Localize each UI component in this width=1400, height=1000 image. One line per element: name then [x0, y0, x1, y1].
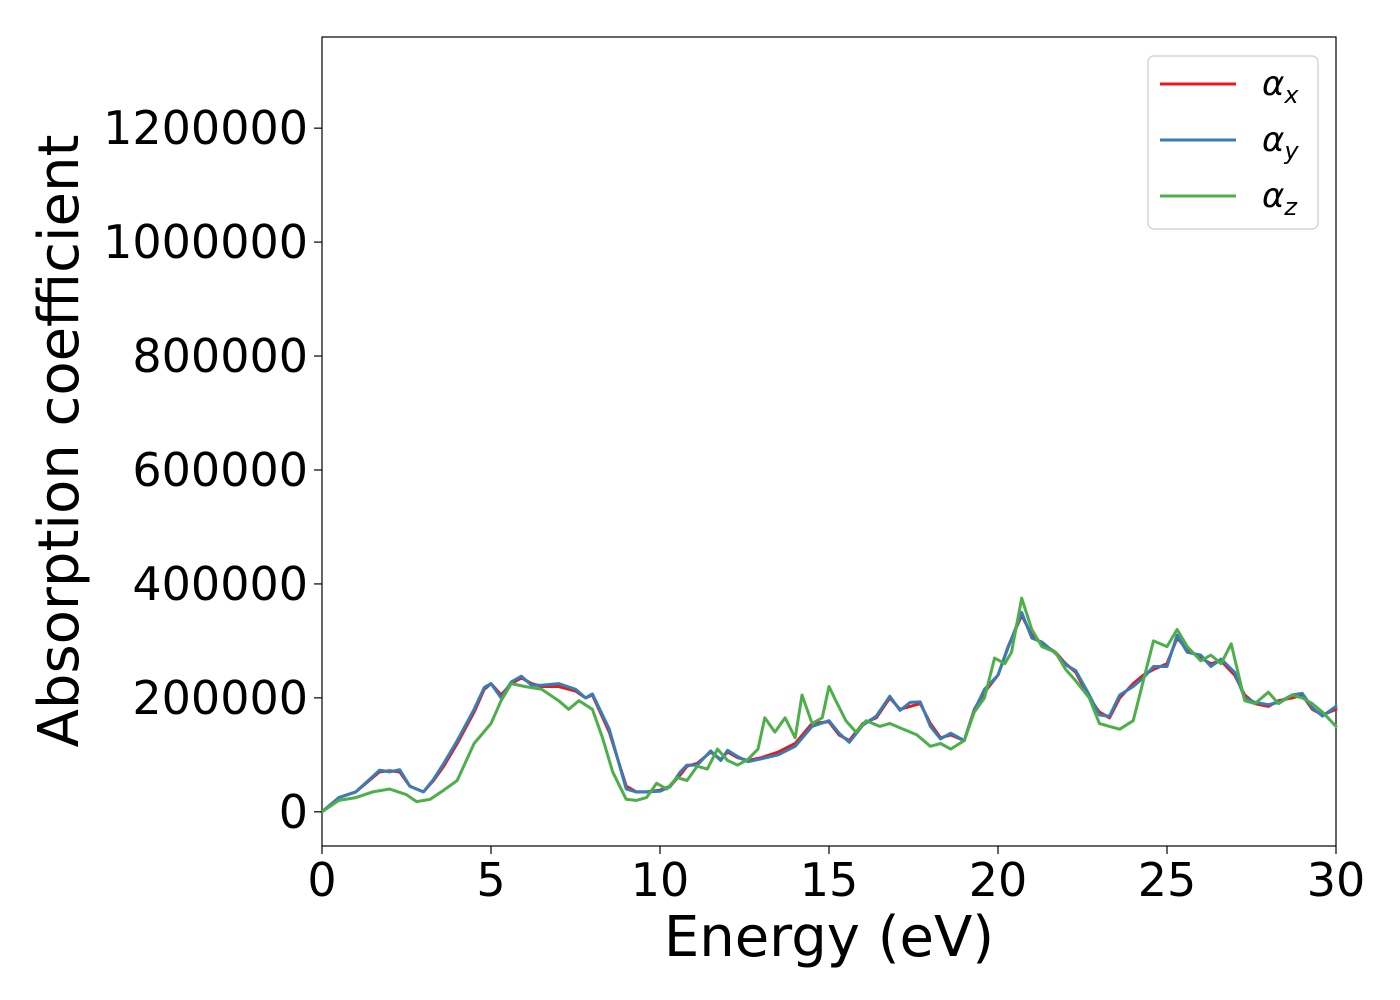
series-layer [320, 596, 1338, 814]
legend-label-x: αx [1262, 64, 1299, 109]
x-tick-label: 5 [476, 853, 505, 907]
legend-label-z: αz [1262, 176, 1298, 221]
legend-box [1147, 55, 1319, 230]
y-tick-label: 600000 [132, 443, 308, 497]
series-line-y [320, 610, 1338, 814]
x-tick-label: 0 [307, 853, 336, 907]
series-line-z [320, 596, 1338, 814]
y-tick-label: 1000000 [103, 215, 308, 269]
y-tick-label: 800000 [132, 329, 308, 383]
x-tick-label: 15 [800, 853, 859, 907]
y-axis-title: Absorption coefficient [27, 135, 92, 748]
legend-label-y: αy [1262, 120, 1299, 165]
x-tick-label: 10 [631, 853, 690, 907]
x-tick-label: 30 [1307, 853, 1366, 907]
y-tick-label: 200000 [132, 671, 308, 725]
x-axis-ticks: 0 5 10 15 20 25 30 [307, 846, 1365, 907]
x-tick-label: 25 [1138, 853, 1197, 907]
y-tick-label: 0 [279, 785, 308, 839]
x-axis-title: Energy (eV) [664, 905, 994, 970]
legend: αx αy αz [1147, 55, 1319, 230]
y-tick-label: 1200000 [103, 101, 308, 155]
y-tick-label: 400000 [132, 557, 308, 611]
x-tick-label: 20 [969, 853, 1028, 907]
y-axis-ticks: 0 200000 400000 600000 800000 1000000 1200000 [103, 101, 322, 839]
